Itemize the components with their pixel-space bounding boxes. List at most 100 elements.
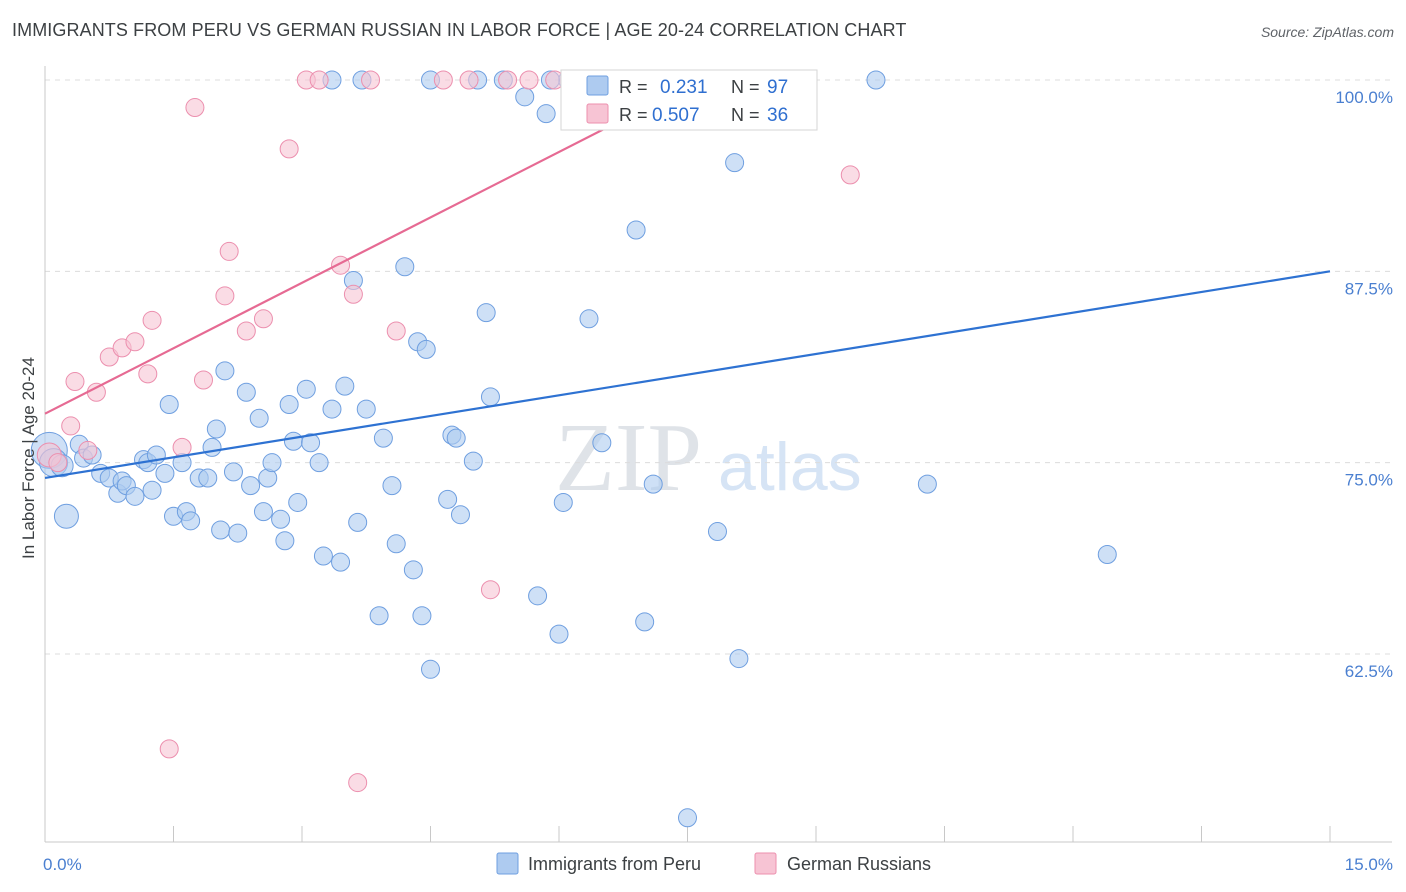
point-peru [275,531,295,551]
point-german-russian [361,70,381,90]
point-peru [253,502,273,522]
point-peru [228,523,248,543]
y-tick-labels: 100.0% 87.5% 75.0% 62.5% [1335,88,1393,681]
point-peru [1097,545,1117,565]
point-peru [331,552,351,572]
point-peru [643,474,663,494]
x-tick-labels: 0.0% 15.0% [43,855,1393,874]
point-peru [288,492,308,512]
legend-n-value-peru: 97 [767,77,788,98]
trend-lines [44,79,1331,480]
y-tick-label: 87.5% [1345,279,1393,298]
point-peru [707,522,727,542]
point-peru [348,512,368,532]
point-peru [382,476,402,496]
point-peru [309,453,329,473]
point-peru [553,492,573,512]
point-peru [403,560,423,580]
legend-n-label-german-russian: N = [731,105,760,125]
y-tick-label: 75.0% [1345,471,1393,490]
point-peru [301,433,321,453]
point-peru [236,382,256,402]
point-peru [271,509,291,529]
x-tick-label: 15.0% [1345,855,1393,874]
point-peru [395,257,415,277]
point-peru [386,534,406,554]
trend-line-german-russian [44,79,701,415]
y-tick-label: 62.5% [1345,662,1393,681]
point-german-russian [386,321,406,341]
point-german-russian [519,70,539,90]
point-german-russian [343,284,363,304]
point-german-russian [433,70,453,90]
point-peru [528,586,548,606]
point-peru [211,520,231,540]
watermark: ZIP atlas [555,404,862,512]
point-peru [446,428,466,448]
point-peru [536,104,556,124]
point-peru [592,433,612,453]
point-peru [206,419,226,439]
legend-n-value-german-russian: 36 [767,105,788,126]
point-peru [296,379,316,399]
point-peru [322,399,342,419]
point-peru [155,463,175,483]
point-german-russian [279,139,299,159]
point-peru [480,387,500,407]
watermark-atlas: atlas [718,429,862,505]
point-german-russian [498,70,518,90]
legend-swatch-peru [586,75,609,96]
point-peru [412,606,432,626]
point-german-russian [459,70,479,90]
bottom-legend-swatch-peru [496,852,519,875]
point-german-russian [78,440,98,460]
bottom-legend-label-peru: Immigrants from Peru [528,854,701,874]
point-german-russian [172,437,192,457]
point-peru [279,395,299,415]
point-peru [53,503,79,529]
point-german-russian [185,98,205,118]
point-peru [866,70,886,90]
point-peru [373,428,393,448]
point-peru [198,468,218,488]
point-peru [369,606,389,626]
point-german-russian [138,364,158,384]
point-peru [438,489,458,509]
point-german-russian [86,382,106,402]
point-peru [917,474,937,494]
point-peru [249,408,269,428]
point-german-russian [236,321,256,341]
point-german-russian [215,286,235,306]
series-german-russian-points [36,70,860,793]
x-tick-label: 0.0% [43,855,82,874]
trend-line-peru [44,270,1331,480]
point-peru [283,431,303,451]
point-peru [476,303,496,323]
point-peru [678,808,697,828]
point-german-russian [125,332,145,352]
point-peru [125,486,145,506]
point-german-russian [142,310,162,330]
chart-title: IMMIGRANTS FROM PERU VS GERMAN RUSSIAN I… [12,20,907,40]
point-peru [262,453,282,473]
point-peru [313,546,333,566]
legend-r-value-peru: 0.231 [660,77,708,98]
point-peru [223,462,243,482]
point-peru [579,309,599,329]
point-peru [142,480,162,500]
point-german-russian [193,370,213,390]
point-german-russian [61,416,81,436]
bottom-legend-label-german-russian: German Russians [787,854,931,874]
point-peru [635,612,655,632]
point-peru [202,437,222,457]
point-peru [725,153,745,173]
point-peru [416,339,436,359]
point-peru [450,505,470,525]
legend-swatch-german-russian [586,103,609,124]
point-peru [729,649,749,669]
point-german-russian [309,70,329,90]
point-peru [335,376,355,396]
point-peru [181,511,201,531]
point-peru [626,220,646,240]
point-german-russian [348,773,368,793]
